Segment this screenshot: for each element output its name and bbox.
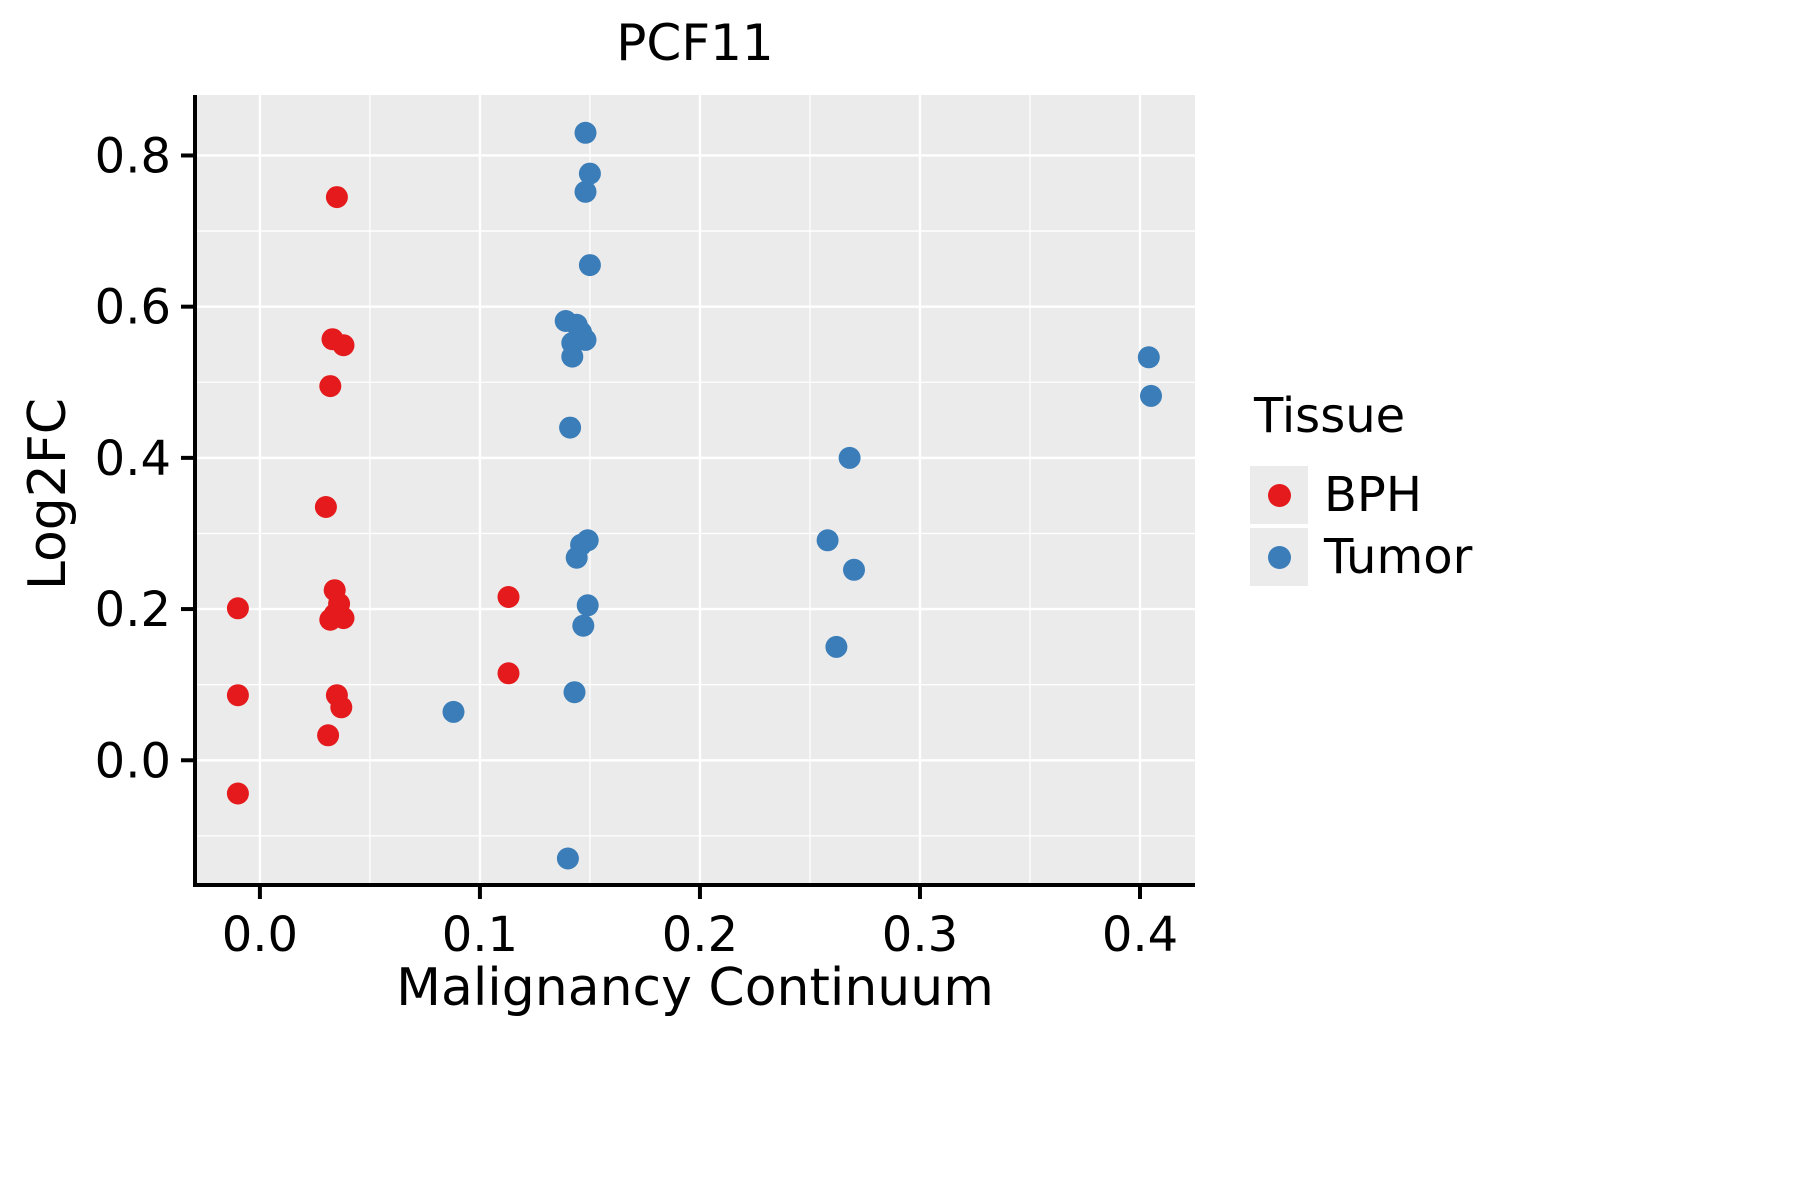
point-tumor xyxy=(556,847,579,870)
point-bph xyxy=(497,586,520,608)
point-bph xyxy=(317,724,340,747)
y-tick-label: 0.6 xyxy=(95,280,171,336)
legend-dot-icon xyxy=(1267,545,1291,569)
point-tumor xyxy=(843,558,865,581)
legend-title: Tissue xyxy=(1254,388,1406,444)
x-tick-label: 0.0 xyxy=(222,907,298,963)
legend-items: BPH Tumor xyxy=(1250,466,1472,586)
y-tick-label: 0.4 xyxy=(95,431,171,487)
point-tumor xyxy=(442,700,465,723)
point-tumor xyxy=(578,254,601,277)
y-tick-label: 0.2 xyxy=(95,582,171,638)
x-tick-label: 0.1 xyxy=(442,907,518,963)
point-tumor xyxy=(578,162,601,185)
point-tumor xyxy=(1137,346,1160,369)
point-tumor xyxy=(574,328,597,351)
legend-item-bph: BPH xyxy=(1250,466,1472,524)
plot-panel xyxy=(195,95,1195,885)
point-bph xyxy=(497,662,520,685)
point-tumor xyxy=(576,529,599,552)
y-tick-label: 0.0 xyxy=(95,733,171,789)
legend-item-tumor: Tumor xyxy=(1250,528,1472,586)
point-bph xyxy=(332,334,355,357)
point-bph xyxy=(226,684,249,707)
x-tick-label: 0.2 xyxy=(662,907,738,963)
point-tumor xyxy=(574,180,597,203)
legend-key-tumor xyxy=(1250,528,1308,586)
point-tumor xyxy=(574,121,597,144)
legend: Tissue BPH Tumor xyxy=(1250,388,1472,590)
chart-title: PCF11 xyxy=(616,14,774,72)
legend-label: Tumor xyxy=(1324,529,1473,585)
point-tumor xyxy=(563,681,586,704)
point-bph xyxy=(226,782,249,805)
point-tumor xyxy=(559,416,582,439)
legend-dot-icon xyxy=(1267,483,1291,507)
y-axis-label: Log2FC xyxy=(18,397,78,591)
point-tumor xyxy=(561,345,584,368)
x-axis-label: Malignancy Continuum xyxy=(396,958,994,1018)
point-bph xyxy=(226,597,249,620)
point-tumor xyxy=(576,594,599,617)
point-bph xyxy=(325,186,348,209)
x-tick-label: 0.4 xyxy=(1102,907,1178,963)
point-tumor xyxy=(1140,384,1162,407)
legend-label: BPH xyxy=(1324,467,1422,523)
point-tumor xyxy=(838,446,861,469)
legend-key-bph xyxy=(1250,466,1308,524)
point-bph xyxy=(330,696,353,719)
point-tumor xyxy=(816,529,839,552)
x-tick-label: 0.3 xyxy=(882,907,958,963)
point-tumor xyxy=(572,614,595,637)
point-bph xyxy=(319,375,342,398)
point-bph xyxy=(332,607,355,630)
point-bph xyxy=(314,496,337,518)
y-tick-label: 0.8 xyxy=(95,128,171,184)
point-tumor xyxy=(825,635,848,658)
